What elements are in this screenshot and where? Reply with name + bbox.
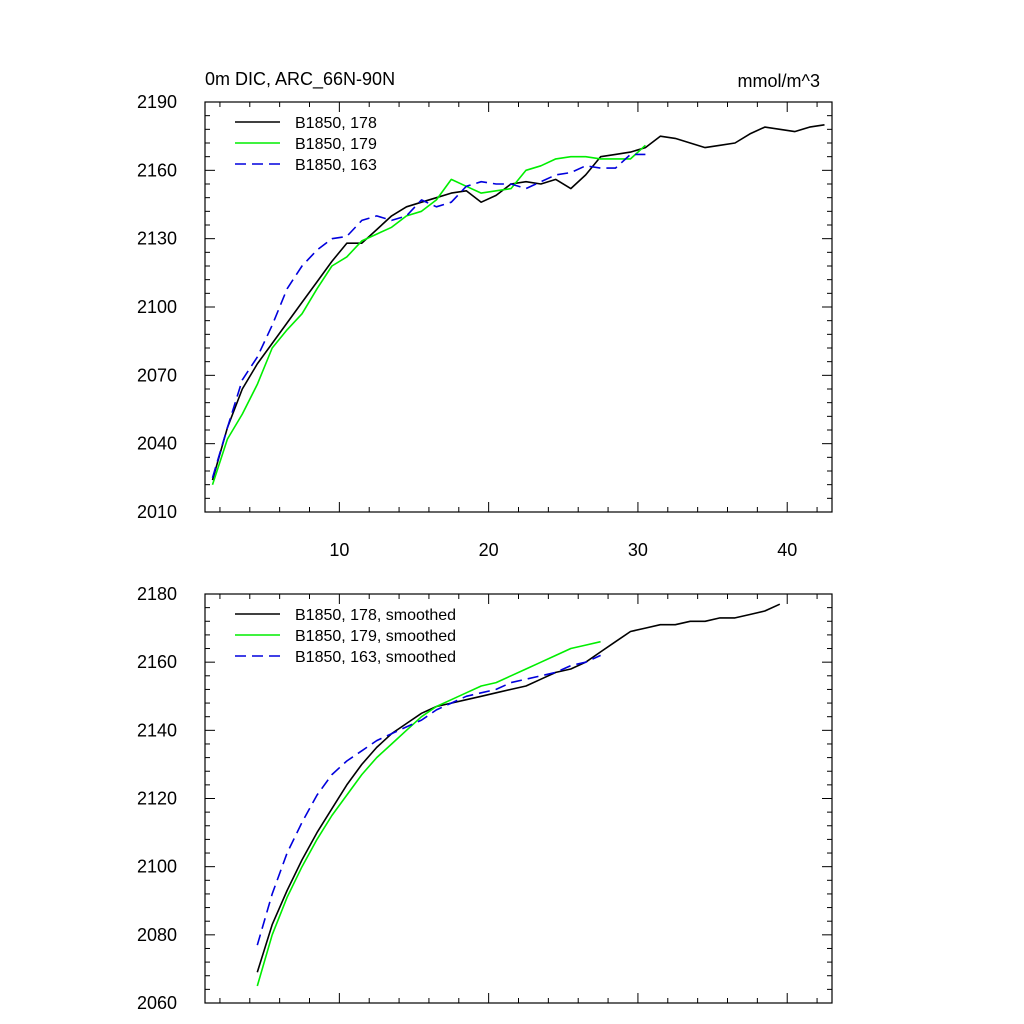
series-line-2 [256, 640, 601, 987]
top-panel: 2010 2040 2070 2100 2130 2160 2190 10 20 30 40 0m D… [137, 69, 833, 560]
series-line-1 [211, 124, 825, 481]
y-tick-label: 2010 [137, 502, 177, 522]
x-tick-label: 10 [329, 540, 349, 560]
y-tick-label: 2140 [137, 720, 177, 740]
y-tick-label: 2130 [137, 229, 177, 249]
y-tick-label: 2180 [137, 584, 177, 604]
series-line-3 [256, 654, 601, 946]
legend-label: B1850, 163 [295, 157, 377, 174]
series-line-2 [211, 144, 646, 485]
chart-title: 0m DIC, ARC_66N-90N [205, 69, 395, 90]
y-tick-label: 2160 [137, 160, 177, 180]
y-tick-label: 2100 [137, 297, 177, 317]
units-label: mmol/m^3 [738, 71, 820, 91]
bottom-panel: 2060 2080 2100 2120 2140 2160 2180 B1850, 178, … [137, 584, 833, 1013]
legend-label: B1850, 179, smoothed [295, 628, 456, 645]
series-line-1 [256, 603, 781, 973]
y-tick-label: 2100 [137, 857, 177, 877]
legend-label: B1850, 178 [295, 115, 377, 132]
y-tick-label: 2070 [137, 365, 177, 385]
series-line-3 [211, 153, 646, 479]
y-tick-label: 2160 [137, 652, 177, 672]
x-tick-label: 20 [479, 540, 499, 560]
legend-label: B1850, 163, smoothed [295, 649, 456, 666]
legend-label: B1850, 179 [295, 136, 377, 153]
y-tick-label: 2120 [137, 789, 177, 809]
y-tick-label: 2060 [137, 993, 177, 1013]
legend-label: B1850, 178, smoothed [295, 607, 456, 624]
x-tick-label: 40 [777, 540, 797, 560]
x-tick-label: 30 [628, 540, 648, 560]
y-tick-label: 2040 [137, 434, 177, 454]
y-tick-label: 2190 [137, 92, 177, 112]
y-tick-label: 2080 [137, 925, 177, 945]
